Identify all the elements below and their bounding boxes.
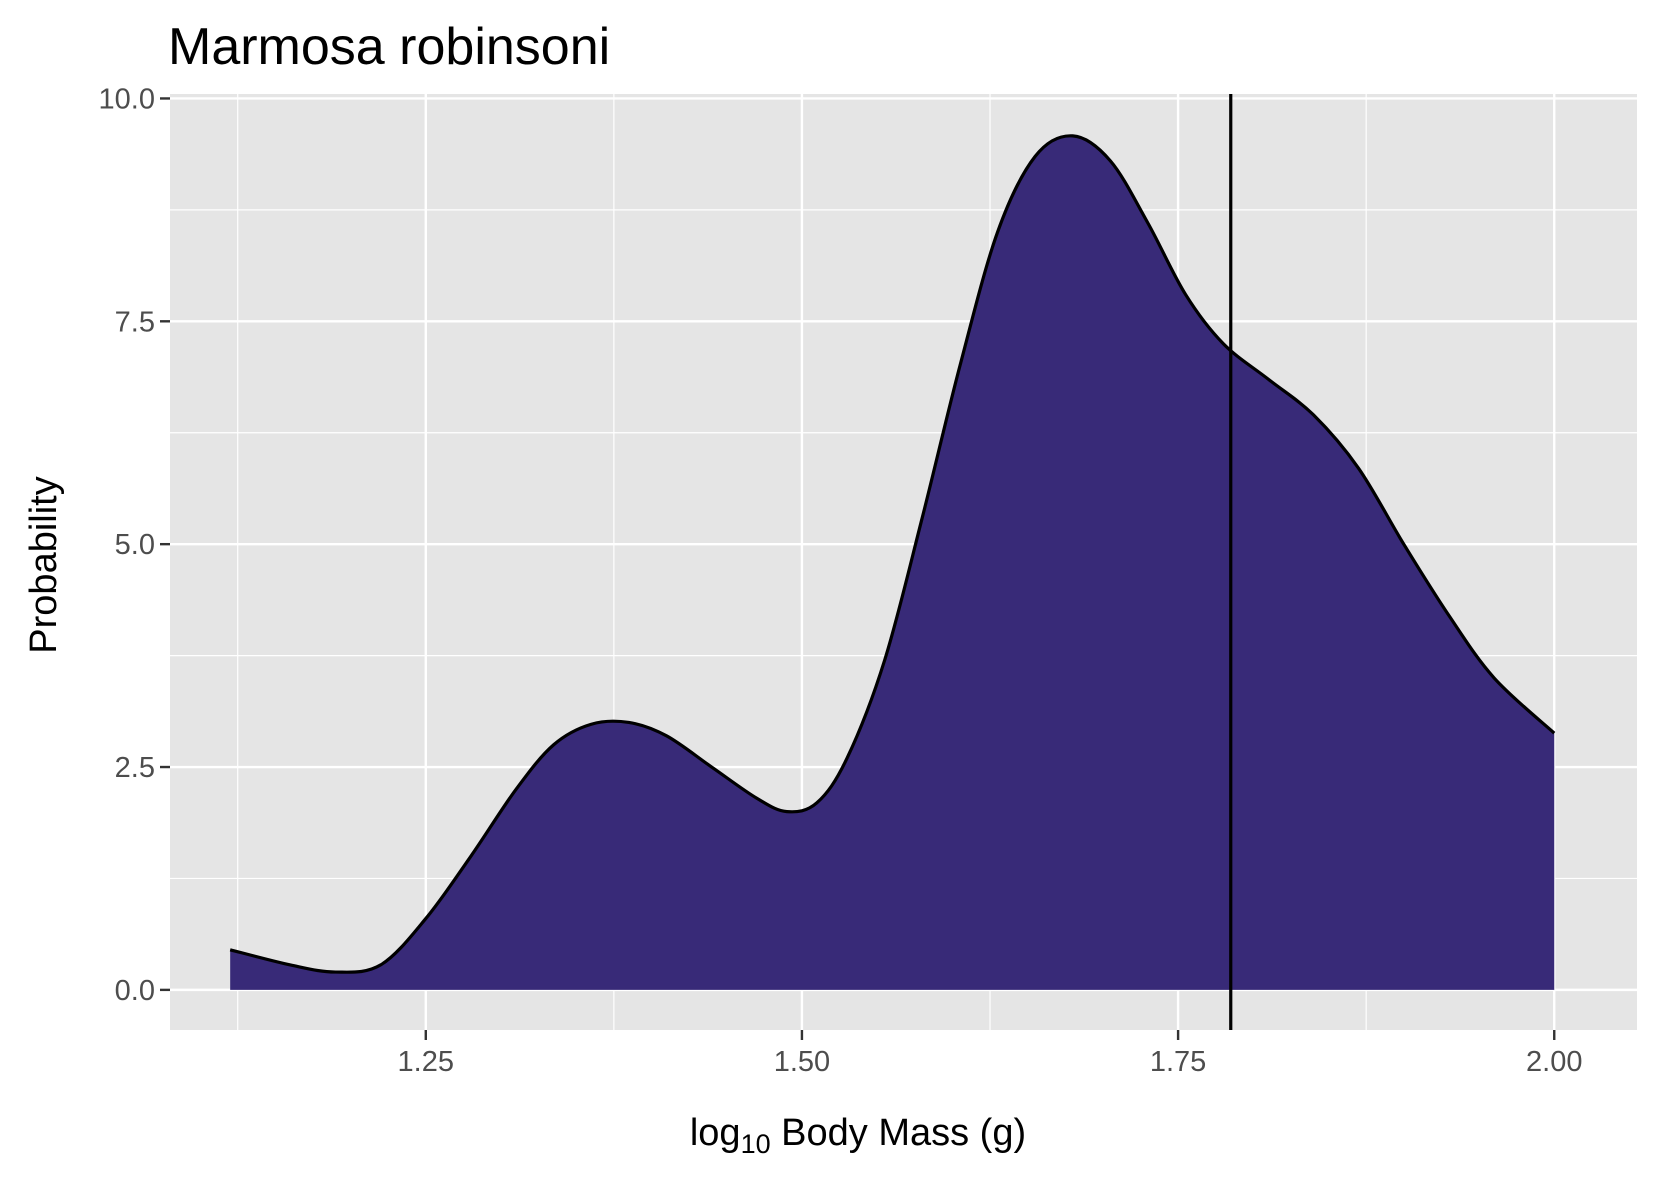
x-axis-title-subscript: 10 <box>741 1129 771 1159</box>
x-axis-title-suffix: Body Mass (g) <box>771 1112 1027 1154</box>
y-tick-label: 5.0 <box>115 529 155 561</box>
y-tick-label: 2.5 <box>115 752 155 784</box>
x-axis: 1.25 1.50 1.75 2.00 <box>398 1030 1582 1078</box>
y-axis: 0.0 2.5 5.0 7.5 10.0 <box>99 83 170 1007</box>
y-axis-title: Probability <box>23 476 65 653</box>
y-tick-label: 10.0 <box>99 83 155 115</box>
x-tick-label: 1.75 <box>1150 1046 1206 1078</box>
x-tick-label: 2.00 <box>1526 1046 1582 1078</box>
chart-title: Marmosa robinsoni <box>168 18 610 76</box>
density-outline <box>229 134 1556 974</box>
x-tick-label: 1.25 <box>398 1046 454 1078</box>
x-axis-title-prefix: log <box>690 1112 741 1154</box>
x-axis-title: log10 Body Mass (g) <box>690 1112 1026 1159</box>
x-tick-label: 1.50 <box>774 1046 830 1078</box>
density-area <box>230 135 1555 990</box>
y-tick-label: 0.0 <box>115 975 155 1007</box>
y-tick-label: 7.5 <box>115 306 155 338</box>
